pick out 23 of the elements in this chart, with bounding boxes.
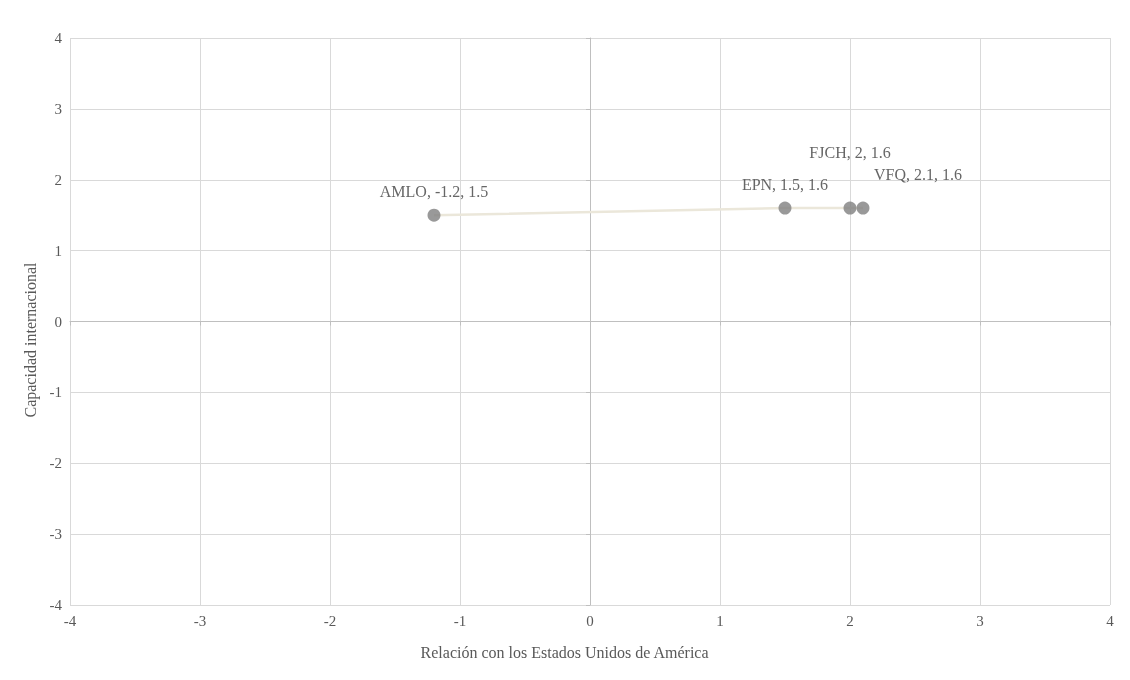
y-tick-label: 0 — [54, 313, 62, 330]
x-axis-title: Relación con los Estados Unidos de América — [420, 643, 709, 661]
x-tick-label: 2 — [846, 612, 854, 629]
y-tick-label: 1 — [54, 242, 62, 259]
data-label: EPN, 1.5, 1.6 — [741, 176, 829, 194]
x-tick-label: 0 — [586, 612, 594, 629]
y-tick-label: -3 — [49, 526, 62, 543]
y-axis-title: Capacidad internacional — [21, 261, 40, 418]
x-tick-label: 4 — [1106, 612, 1115, 629]
x-tick-label: 1 — [716, 612, 724, 629]
y-tick-label: -2 — [49, 455, 62, 472]
data-label: AMLO, -1.2, 1.5 — [379, 183, 489, 201]
data-label: FJCH, 2, 1.6 — [809, 144, 891, 162]
y-tick-label: 3 — [54, 100, 62, 117]
y-tick-label: 2 — [54, 171, 62, 188]
x-tick-label: -2 — [323, 612, 337, 629]
y-tick-label: -1 — [49, 384, 62, 401]
x-tick-label: -3 — [193, 612, 207, 629]
x-tick-label: 3 — [976, 612, 984, 629]
y-tick-label: 4 — [54, 30, 63, 46]
data-label: VFQ, 2.1, 1.6 — [873, 166, 963, 184]
y-tick-label: -4 — [49, 597, 63, 613]
x-tick-label: -1 — [453, 612, 467, 629]
